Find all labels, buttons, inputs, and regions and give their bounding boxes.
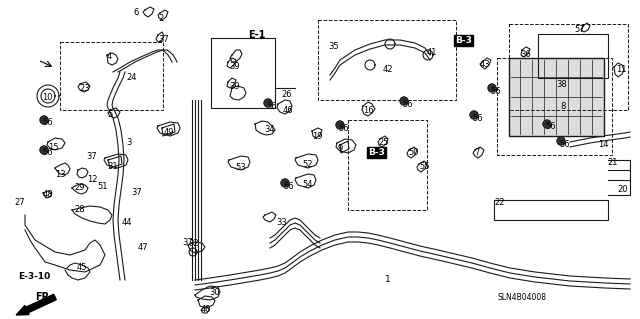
Text: 54: 54	[302, 180, 312, 189]
Text: 48: 48	[43, 190, 54, 199]
Text: 20: 20	[617, 185, 627, 194]
Bar	[538, 34, 608, 78]
Text: 33: 33	[276, 218, 287, 227]
Text: 56: 56	[266, 102, 276, 111]
Text: 37: 37	[86, 152, 97, 161]
Text: 56: 56	[283, 182, 294, 191]
FancyArrow shape	[16, 294, 56, 315]
Text: 31: 31	[107, 162, 118, 171]
Text: 1: 1	[385, 275, 391, 284]
Text: 22: 22	[494, 198, 504, 207]
Circle shape	[557, 137, 565, 145]
Text: 25: 25	[378, 138, 388, 147]
Text: 39: 39	[229, 82, 239, 91]
Circle shape	[400, 97, 408, 105]
Text: 38: 38	[556, 80, 567, 89]
Text: 6: 6	[133, 8, 138, 17]
Text: 46: 46	[283, 106, 294, 115]
Text: 50: 50	[408, 148, 419, 157]
Text: 56: 56	[545, 122, 556, 131]
Text: B-3: B-3	[455, 36, 472, 45]
Text: FR.: FR.	[35, 292, 53, 302]
Text: SLN4B04008: SLN4B04008	[498, 293, 547, 302]
Text: 29: 29	[74, 183, 84, 192]
Bar	[509, 58, 604, 136]
Circle shape	[264, 99, 272, 107]
Text: 21: 21	[607, 158, 618, 167]
Text: 5: 5	[107, 110, 112, 119]
Text: 19: 19	[312, 132, 323, 141]
Text: 10: 10	[42, 93, 52, 102]
Circle shape	[281, 179, 289, 187]
Bar	[509, 24, 628, 110]
Text: 56: 56	[472, 114, 483, 123]
Circle shape	[40, 116, 48, 124]
Text: 42: 42	[383, 65, 394, 74]
Text: 7: 7	[474, 148, 479, 157]
Text: 56: 56	[559, 140, 570, 149]
Text: 40: 40	[201, 305, 211, 314]
Text: 53: 53	[235, 163, 246, 172]
Text: B-3: B-3	[368, 148, 385, 157]
Text: 43: 43	[480, 60, 491, 69]
Bar	[348, 120, 427, 210]
Text: 16: 16	[363, 106, 374, 115]
Text: 24: 24	[126, 73, 136, 82]
Text: 35: 35	[328, 42, 339, 51]
Text: 37: 37	[158, 35, 169, 44]
Text: 41: 41	[427, 48, 438, 57]
Text: 23: 23	[79, 84, 90, 93]
Text: 27: 27	[14, 198, 24, 207]
Bar	[497, 58, 612, 155]
Text: 56: 56	[42, 118, 52, 127]
Text: 11: 11	[616, 65, 627, 74]
Text: 49: 49	[164, 128, 175, 137]
Text: 37: 37	[131, 188, 141, 197]
Text: 51: 51	[97, 182, 108, 191]
Circle shape	[40, 146, 48, 154]
Text: E-3-10: E-3-10	[18, 272, 51, 281]
Text: 26: 26	[281, 90, 292, 99]
Text: 52: 52	[302, 160, 312, 169]
Text: 56: 56	[490, 87, 500, 96]
Text: 8: 8	[560, 102, 565, 111]
Text: 3: 3	[126, 138, 131, 147]
Text: 47: 47	[138, 243, 148, 252]
Text: 56: 56	[402, 100, 413, 109]
Text: 34: 34	[264, 125, 275, 134]
Text: 13: 13	[55, 170, 66, 179]
Text: 37: 37	[182, 238, 193, 247]
Text: 9: 9	[337, 144, 342, 153]
Text: 36: 36	[520, 50, 531, 59]
Text: 30: 30	[209, 288, 220, 297]
Text: 44: 44	[122, 218, 132, 227]
Text: 4: 4	[107, 52, 112, 61]
Text: 15: 15	[48, 143, 58, 152]
Text: 2: 2	[158, 14, 163, 23]
Text: 28: 28	[74, 205, 84, 214]
Text: 12: 12	[87, 175, 97, 184]
Bar	[318, 20, 456, 100]
Text: 39: 39	[229, 62, 239, 71]
Circle shape	[488, 84, 496, 92]
Circle shape	[336, 121, 344, 129]
Text: 14: 14	[598, 140, 609, 149]
Text: 56: 56	[42, 148, 52, 157]
Circle shape	[543, 120, 551, 128]
Text: 32: 32	[188, 239, 198, 248]
Text: E-1: E-1	[248, 30, 266, 40]
Text: 56: 56	[338, 124, 349, 133]
Text: 55: 55	[419, 162, 429, 171]
Text: 57: 57	[574, 25, 584, 34]
Bar	[60, 42, 163, 110]
Text: 45: 45	[77, 263, 88, 272]
Bar	[211, 38, 275, 108]
Circle shape	[470, 111, 478, 119]
